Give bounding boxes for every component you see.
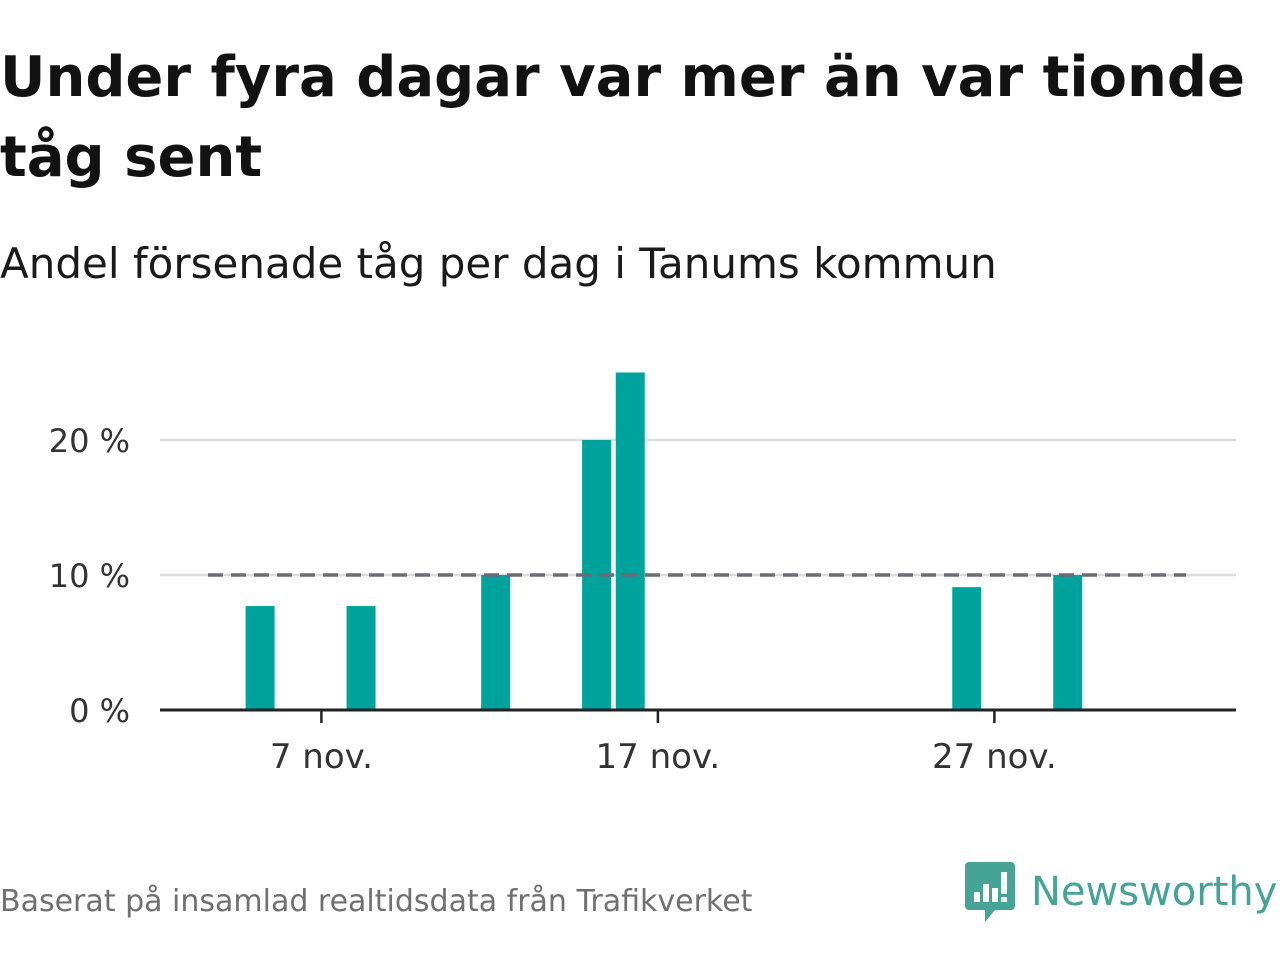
x-tick-label: 7 nov. — [270, 737, 373, 777]
x-tick-label: 17 nov. — [596, 737, 721, 777]
chart-subtitle: Andel försenade tåg per dag i Tanums kom… — [0, 239, 997, 288]
bar — [952, 587, 982, 710]
bar-chart: 0 % 10 % 20 % 7 nov. 17 nov. 27 nov. — [49, 372, 1236, 777]
bar — [1053, 575, 1083, 710]
bar — [346, 606, 376, 710]
y-tick-label: 10 % — [49, 557, 130, 595]
bar — [615, 372, 645, 710]
chart-title: Under fyra dagar var mer än var tionde t… — [0, 45, 1245, 190]
bar-chart-speech-bubble-icon — [965, 862, 1015, 922]
bar — [481, 575, 511, 710]
bar — [245, 606, 275, 710]
y-tick-label: 0 % — [69, 692, 130, 730]
y-tick-label: 20 % — [49, 422, 130, 460]
brand-logo-group: Newsworthy — [965, 862, 1277, 922]
x-tick-label: 27 nov. — [932, 737, 1057, 777]
brand-name: Newsworthy — [1031, 869, 1278, 915]
source-note: Baserat på insamlad realtidsdata från Tr… — [0, 884, 753, 919]
